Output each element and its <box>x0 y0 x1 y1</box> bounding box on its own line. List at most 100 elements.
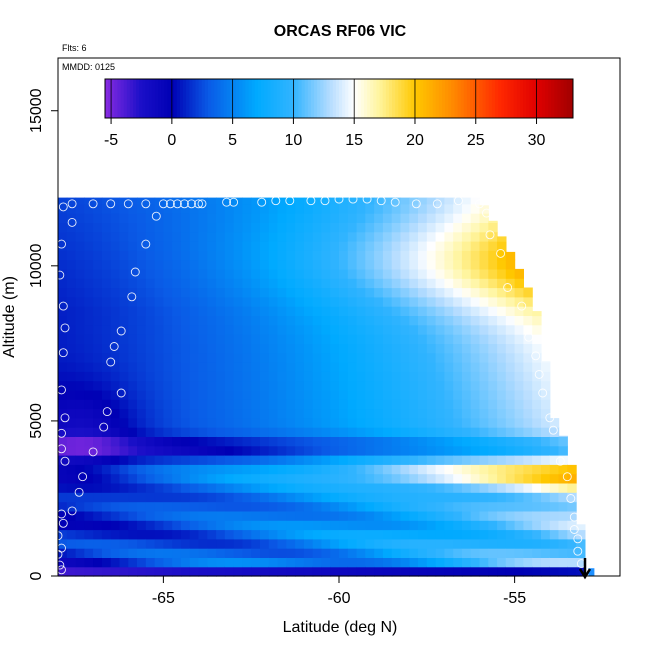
colorbar-segment <box>413 79 418 118</box>
heatmap-cell <box>409 445 419 456</box>
heatmap-cell <box>470 538 481 549</box>
colorbar-segment <box>261 79 265 118</box>
heatmap-cell <box>58 371 68 382</box>
heatmap-cell <box>356 324 366 335</box>
heatmap-cell <box>426 197 437 205</box>
heatmap-cell <box>435 510 445 521</box>
heatmap-cell <box>172 408 182 419</box>
heatmap-cell <box>295 520 305 531</box>
heatmap-cell <box>58 399 68 410</box>
heatmap-cell <box>154 380 164 391</box>
heatmap-cell <box>242 520 252 531</box>
heatmap-cell <box>374 455 384 465</box>
heatmap-cell <box>84 268 94 279</box>
heatmap-cell <box>374 510 384 521</box>
heatmap-cell <box>207 529 217 540</box>
heatmap-cell <box>391 380 402 391</box>
heatmap-cell <box>479 436 489 447</box>
heatmap-cell <box>216 436 226 447</box>
heatmap-cell <box>488 380 498 391</box>
heatmap-cell <box>189 213 200 223</box>
heatmap-cell <box>418 362 428 372</box>
heatmap-cell <box>453 250 463 261</box>
heatmap-cell <box>110 529 121 540</box>
heatmap-cell <box>347 436 358 447</box>
heatmap-cell <box>374 492 384 503</box>
heatmap-cell <box>84 222 94 233</box>
heatmap-cell <box>110 492 121 503</box>
heatmap-cell <box>180 324 191 335</box>
heatmap-cell <box>461 455 472 465</box>
heatmap-cell <box>391 482 402 493</box>
heatmap-cell <box>110 250 121 261</box>
heatmap-cell <box>93 482 103 493</box>
heatmap-cell <box>470 529 481 540</box>
colorbar-segment <box>401 79 406 118</box>
heatmap-cell <box>101 538 112 549</box>
heatmap-cell <box>303 548 314 558</box>
colorbar-segment <box>441 79 446 118</box>
heatmap-cell <box>330 259 340 270</box>
heatmap-cell <box>435 334 445 344</box>
heatmap-cell <box>242 473 252 484</box>
heatmap-cell <box>418 557 428 568</box>
heatmap-cell <box>84 296 94 307</box>
heatmap-cell <box>286 389 296 400</box>
heatmap-cell <box>216 408 226 419</box>
heatmap-cell <box>145 538 156 549</box>
heatmap-cell <box>479 250 489 261</box>
heatmap-cell <box>110 203 121 214</box>
heatmap-cell <box>224 287 235 298</box>
flight-track-point <box>151 211 161 221</box>
heatmap-cell <box>567 501 577 512</box>
heatmap-cell <box>426 566 437 577</box>
heatmap-cell <box>84 510 94 521</box>
heatmap-cell <box>295 296 305 307</box>
heatmap-cell <box>330 482 340 493</box>
heatmap-cell <box>216 371 226 382</box>
heatmap-cell <box>409 464 419 475</box>
heatmap-cell <box>365 222 375 233</box>
heatmap-cell <box>321 427 331 437</box>
y-axis-label: Altitude (m) <box>1 276 18 358</box>
heatmap-cell <box>207 296 217 307</box>
heatmap-cell <box>532 315 542 326</box>
colorbar-segment <box>192 79 196 118</box>
heatmap-cell <box>426 315 437 326</box>
heatmap-cell <box>260 197 270 205</box>
heatmap-cell <box>260 436 270 447</box>
heatmap-cell <box>180 501 191 512</box>
heatmap-cell <box>339 538 349 549</box>
heatmap-cell <box>172 389 182 400</box>
heatmap-cell <box>233 548 243 558</box>
heatmap-cell <box>93 566 103 577</box>
heatmap-cell <box>505 296 516 307</box>
heatmap-cell <box>172 241 182 251</box>
heatmap-cell <box>541 464 551 475</box>
heatmap-cell <box>145 334 156 344</box>
heatmap-cell <box>295 222 305 233</box>
heatmap-cell <box>356 306 366 316</box>
heatmap-cell <box>400 371 410 382</box>
heatmap-cell <box>251 566 261 577</box>
heatmap-cell <box>286 510 296 521</box>
heatmap-cell <box>277 557 287 568</box>
heatmap-cell <box>180 529 191 540</box>
heatmap-cell <box>409 380 419 391</box>
heatmap-cell <box>66 315 77 326</box>
heatmap-cell <box>180 278 191 289</box>
heatmap-cell <box>303 566 314 577</box>
heatmap-cell <box>505 306 516 316</box>
heatmap-cell <box>207 315 217 326</box>
heatmap-cell <box>93 315 103 326</box>
heatmap-cell <box>303 380 314 391</box>
heatmap-cell <box>523 529 533 540</box>
heatmap-cell <box>339 464 349 475</box>
heatmap-cell <box>435 445 445 456</box>
heatmap-cell <box>110 557 121 568</box>
heatmap-cell <box>233 371 243 382</box>
heatmap-cell <box>435 278 445 289</box>
heatmap-cell <box>137 548 147 558</box>
heatmap-cell <box>497 278 507 289</box>
heatmap-cell <box>101 362 112 372</box>
